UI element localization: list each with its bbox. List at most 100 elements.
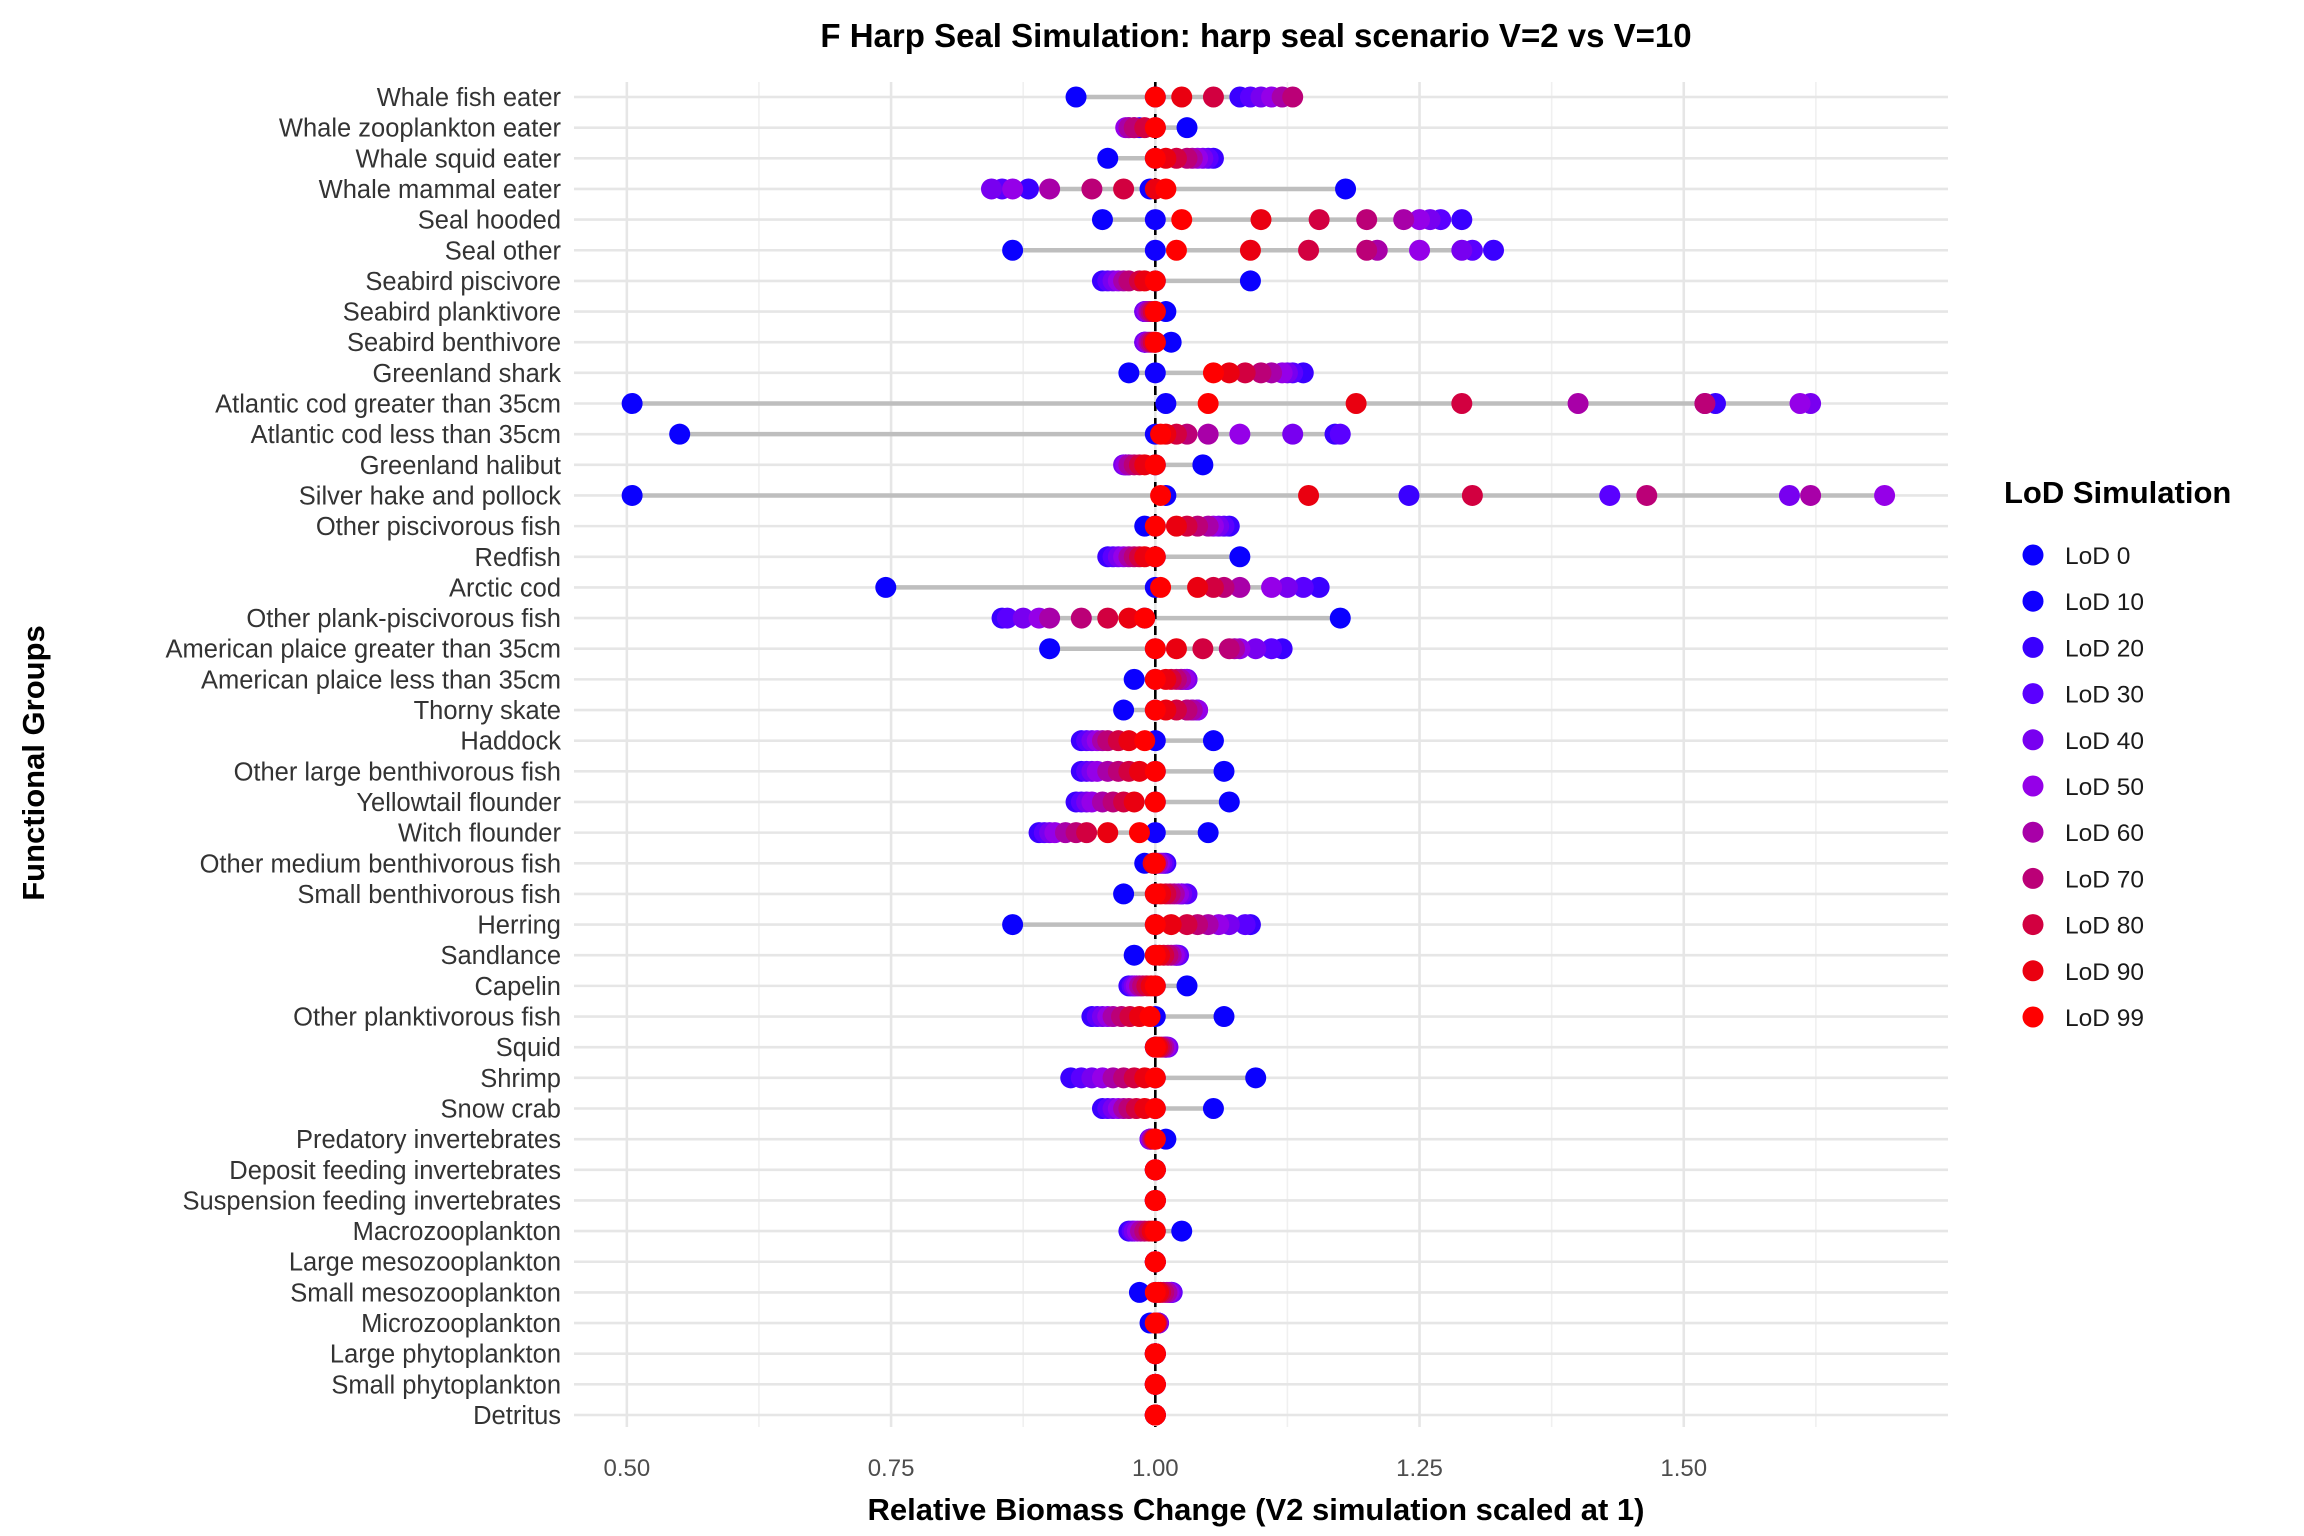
data-point bbox=[1202, 86, 1224, 108]
data-point bbox=[1118, 730, 1140, 752]
data-point bbox=[1356, 209, 1378, 231]
data-point bbox=[1144, 914, 1166, 936]
data-point bbox=[1097, 607, 1119, 629]
data-point bbox=[1234, 914, 1256, 936]
data-point bbox=[1176, 117, 1198, 139]
x-tick-label: 1.00 bbox=[1132, 1455, 1179, 1482]
data-point bbox=[1144, 1312, 1166, 1334]
data-point bbox=[1261, 576, 1283, 598]
x-tick-label: 1.50 bbox=[1660, 1455, 1707, 1482]
legend-label: LoD 60 bbox=[2065, 820, 2144, 847]
data-point bbox=[1113, 883, 1135, 905]
legend-swatch bbox=[2022, 544, 2044, 566]
data-point bbox=[1091, 209, 1113, 231]
data-point bbox=[1298, 484, 1320, 506]
data-point bbox=[1165, 239, 1187, 261]
data-point bbox=[1118, 362, 1140, 384]
data-point bbox=[1139, 1006, 1161, 1028]
category-label: Whale fish eater bbox=[377, 84, 562, 112]
legend-label: LoD 0 bbox=[2065, 543, 2130, 570]
category-label: Microzooplankton bbox=[361, 1310, 561, 1338]
category-label: Detritus bbox=[473, 1402, 561, 1430]
legend-label: LoD 70 bbox=[2065, 866, 2144, 893]
data-point bbox=[1461, 484, 1483, 506]
data-point bbox=[1176, 914, 1198, 936]
legend-swatch bbox=[2022, 729, 2044, 751]
data-point bbox=[1160, 331, 1182, 353]
data-point bbox=[1144, 1036, 1166, 1058]
data-point bbox=[1229, 423, 1251, 445]
data-point bbox=[1292, 576, 1314, 598]
data-point bbox=[1800, 484, 1822, 506]
category-label: Whale zooplankton eater bbox=[279, 115, 562, 143]
category-label: Small phytoplankton bbox=[331, 1371, 561, 1399]
x-axis-tick-labels: 0.50 0.75 1.00 1.25 1.50 bbox=[603, 1455, 1707, 1482]
data-point bbox=[1282, 423, 1304, 445]
data-point bbox=[1192, 638, 1214, 660]
data-point bbox=[621, 393, 643, 415]
legend-swatch bbox=[2022, 636, 2044, 658]
data-point bbox=[1197, 393, 1219, 415]
data-point bbox=[1245, 1067, 1267, 1089]
category-label: Large mesozooplankton bbox=[289, 1249, 561, 1277]
category-label: Predatory invertebrates bbox=[296, 1126, 561, 1154]
data-point bbox=[1155, 393, 1177, 415]
data-point bbox=[980, 178, 1002, 200]
data-point bbox=[1234, 362, 1256, 384]
legend-swatch bbox=[2022, 590, 2044, 612]
category-label: Small benthivorous fish bbox=[297, 881, 561, 909]
data-point bbox=[1144, 1281, 1166, 1303]
category-label: Shrimp bbox=[480, 1065, 561, 1093]
data-point bbox=[1144, 1404, 1166, 1426]
data-point bbox=[1239, 270, 1261, 292]
data-point bbox=[1150, 576, 1172, 598]
data-point bbox=[1218, 791, 1240, 813]
data-point bbox=[1451, 209, 1473, 231]
data-point bbox=[1335, 178, 1357, 200]
data-point bbox=[1002, 178, 1024, 200]
category-label: Yellowtail flounder bbox=[356, 789, 561, 817]
data-point bbox=[1329, 423, 1351, 445]
data-point bbox=[1261, 638, 1283, 660]
data-point bbox=[996, 607, 1018, 629]
category-label: Squid bbox=[496, 1034, 561, 1062]
data-point bbox=[1144, 546, 1166, 568]
data-point bbox=[1409, 239, 1431, 261]
data-point bbox=[1165, 638, 1187, 660]
data-point bbox=[1113, 178, 1135, 200]
data-point bbox=[1144, 791, 1166, 813]
legend-swatch bbox=[2022, 1006, 2044, 1028]
data-point bbox=[1778, 484, 1800, 506]
chart-title: F Harp Seal Simulation: harp seal scenar… bbox=[820, 17, 1691, 54]
legend-label: LoD 80 bbox=[2065, 913, 2144, 940]
data-point bbox=[1567, 393, 1589, 415]
data-point bbox=[1144, 362, 1166, 384]
data-point bbox=[1229, 576, 1251, 598]
data-point bbox=[1250, 209, 1272, 231]
data-point bbox=[1144, 209, 1166, 231]
data-point bbox=[1144, 1343, 1166, 1365]
category-label: Suspension feeding invertebrates bbox=[182, 1187, 561, 1215]
legend-items: LoD 0 LoD 10 LoD 20 LoD 30 LoD 40 LoD 50 LoD 6… bbox=[2022, 543, 2144, 1032]
data-point bbox=[1128, 1281, 1150, 1303]
legend-label: LoD 50 bbox=[2065, 774, 2144, 801]
category-label: Atlantic cod greater than 35cm bbox=[215, 391, 561, 419]
x-tick-label: 0.75 bbox=[868, 1455, 915, 1482]
category-label: Atlantic cod less than 35cm bbox=[251, 421, 561, 449]
data-point bbox=[1239, 239, 1261, 261]
data-point bbox=[1144, 638, 1166, 660]
data-point bbox=[1202, 576, 1224, 598]
data-point bbox=[1229, 546, 1251, 568]
category-label: Other piscivorous fish bbox=[316, 513, 561, 541]
legend-label: LoD 30 bbox=[2065, 682, 2144, 709]
data-point bbox=[1599, 484, 1621, 506]
data-point bbox=[1039, 638, 1061, 660]
data-point bbox=[1097, 822, 1119, 844]
legend-title: LoD Simulation bbox=[2004, 475, 2231, 510]
data-point bbox=[1144, 1097, 1166, 1119]
data-point bbox=[1144, 1128, 1166, 1150]
data-point bbox=[1144, 301, 1166, 323]
data-point bbox=[1039, 178, 1061, 200]
category-label: Seal other bbox=[445, 237, 562, 265]
